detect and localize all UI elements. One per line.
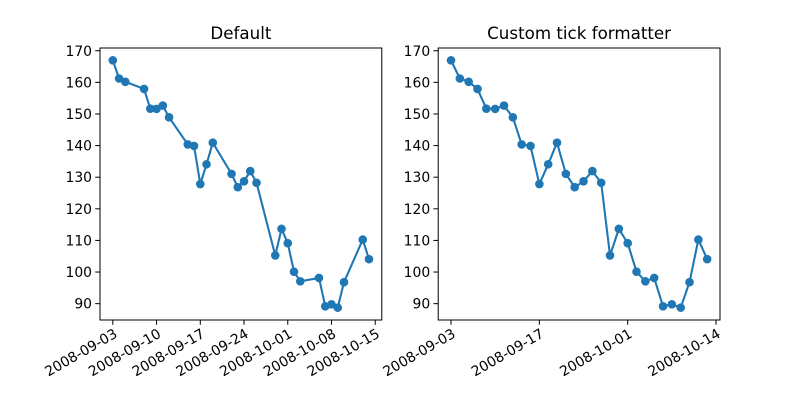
data-point-marker (649, 273, 659, 283)
data-point-marker (641, 277, 650, 286)
y-tick-label: 130 (65, 170, 92, 186)
data-point-marker (552, 138, 562, 148)
data-point-marker (579, 176, 588, 186)
y-tick-label: 150 (404, 107, 431, 123)
y-tick-label: 160 (404, 75, 431, 91)
data-point-marker (121, 77, 130, 87)
y-tick-label: 90 (413, 297, 431, 313)
data-point-marker (208, 138, 218, 148)
data-point-marker (283, 238, 293, 248)
data-point-marker (333, 303, 343, 312)
data-point-marker (195, 179, 205, 189)
data-point-marker (158, 101, 168, 110)
data-point-marker (252, 178, 261, 188)
data-point-marker (658, 302, 668, 311)
data-point-marker (499, 101, 509, 110)
data-point-marker (596, 178, 606, 188)
y-tick-label: 120 (65, 202, 92, 218)
y-tick-label: 110 (65, 233, 92, 249)
data-point-marker (314, 273, 324, 283)
y-tick-label: 130 (404, 170, 431, 186)
data-point-marker (526, 141, 535, 151)
data-point-marker (270, 251, 280, 260)
data-point-marker (473, 84, 482, 94)
data-point-marker (535, 179, 544, 189)
y-tick-label: 170 (65, 44, 92, 60)
data-point-marker (632, 267, 641, 277)
data-point-marker (289, 267, 299, 277)
data-point-marker (233, 182, 243, 192)
y-tick-label: 100 (65, 265, 92, 281)
data-point-marker (227, 169, 236, 179)
data-point-marker (517, 140, 526, 149)
data-point-marker (667, 300, 677, 309)
data-point-marker (455, 74, 465, 83)
data-point-marker (623, 238, 632, 248)
subplot-title: Custom tick formatter (487, 23, 671, 43)
data-point-marker (543, 159, 553, 169)
data-point-marker (508, 113, 518, 122)
y-tick-label: 110 (404, 233, 431, 249)
y-tick-label: 90 (74, 297, 92, 313)
data-point-marker (605, 251, 615, 260)
data-point-marker (295, 277, 305, 286)
data-point-marker (364, 254, 374, 264)
data-point-marker (446, 56, 456, 65)
data-point-marker (146, 104, 155, 113)
y-tick-label: 150 (65, 107, 92, 123)
data-point-marker (189, 141, 199, 151)
data-point-marker (108, 56, 118, 65)
data-point-marker (588, 166, 597, 176)
y-tick-label: 140 (404, 139, 431, 155)
data-point-marker (239, 176, 249, 186)
y-tick-label: 160 (65, 75, 92, 91)
data-point-marker (339, 277, 349, 287)
y-tick-label: 100 (404, 265, 431, 281)
data-point-marker (358, 235, 368, 244)
data-point-marker (685, 277, 694, 287)
subplot-title: Default (210, 23, 271, 43)
data-point-marker (277, 224, 286, 234)
data-point-marker (482, 104, 491, 113)
data-point-marker (245, 166, 255, 176)
data-point-marker (202, 159, 211, 169)
y-tick-label: 120 (404, 202, 431, 218)
y-tick-label: 170 (404, 44, 431, 60)
data-point-marker (694, 235, 703, 244)
data-point-marker (164, 113, 174, 122)
data-point-marker (464, 77, 473, 87)
data-point-marker (614, 224, 624, 234)
data-point-marker (702, 254, 712, 264)
y-tick-label: 140 (65, 139, 92, 155)
data-point-marker (490, 104, 500, 114)
data-point-marker (139, 84, 149, 94)
data-point-marker (570, 182, 579, 192)
data-point-marker (561, 169, 571, 179)
data-point-marker (676, 303, 685, 312)
